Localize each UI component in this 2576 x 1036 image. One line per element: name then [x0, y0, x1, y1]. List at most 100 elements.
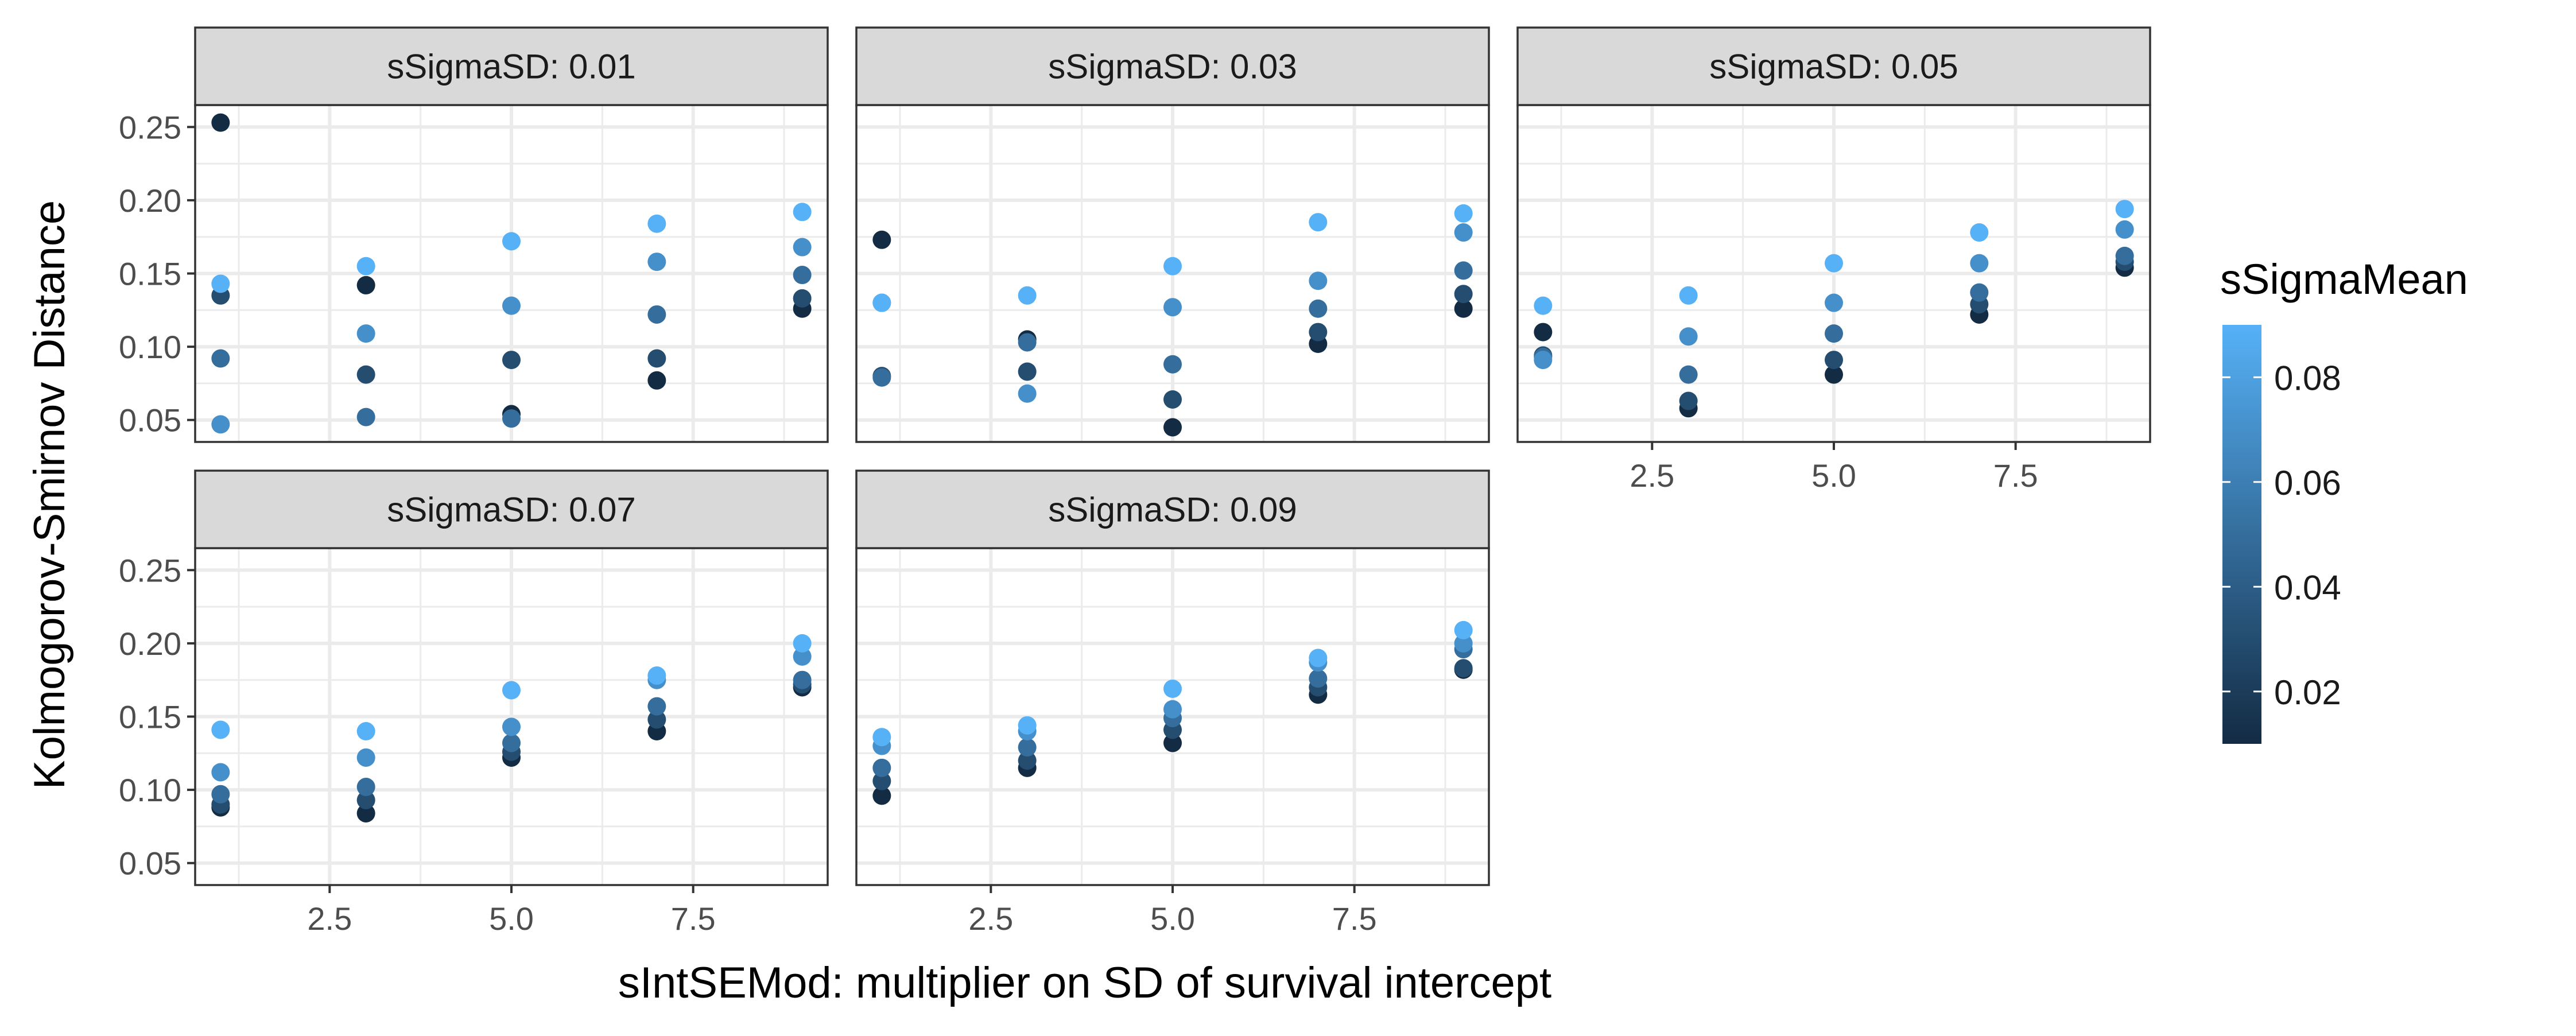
data-point	[872, 758, 891, 777]
y-axis-title: Kolmogorov-Smirnov Distance	[25, 200, 74, 789]
data-point	[647, 666, 666, 685]
data-point	[1454, 204, 1473, 223]
data-point	[1309, 649, 1328, 668]
data-point	[1825, 293, 1843, 312]
x-tick-label: 5.0	[1150, 901, 1195, 937]
x-tick-label: 7.5	[1332, 901, 1377, 937]
data-point	[356, 257, 375, 276]
data-point	[211, 720, 230, 739]
data-point	[1825, 365, 1843, 384]
data-point	[211, 113, 230, 132]
data-point	[211, 274, 230, 293]
facet-strip	[194, 470, 829, 549]
data-point	[1970, 283, 1989, 302]
data-point	[2115, 220, 2134, 239]
facet-strip-label: sSigmaSD: 0.05	[1709, 48, 1958, 86]
data-point	[1679, 391, 1698, 410]
data-point	[1163, 734, 1182, 752]
x-tick-label: 7.5	[1993, 457, 2038, 494]
legend-tick-label: 0.08	[2274, 359, 2341, 397]
facet-strip	[1516, 26, 2151, 106]
x-tick-label: 7.5	[671, 901, 716, 937]
data-point	[356, 748, 375, 767]
data-point	[1163, 700, 1182, 719]
data-point	[647, 371, 666, 390]
facet-strip	[855, 470, 1490, 549]
data-point	[647, 305, 666, 324]
data-point	[356, 778, 375, 797]
data-point	[872, 230, 891, 249]
data-point	[1309, 669, 1328, 688]
data-point	[1454, 634, 1473, 653]
x-tick-label: 5.0	[489, 901, 534, 937]
data-point	[793, 266, 812, 285]
facet-strip-label: sSigmaSD: 0.01	[387, 48, 636, 86]
data-point	[356, 408, 375, 426]
data-point	[2115, 200, 2134, 219]
data-point	[1454, 620, 1473, 639]
data-point	[1018, 286, 1037, 305]
data-point	[356, 790, 375, 809]
data-point	[1454, 285, 1473, 304]
data-point	[211, 415, 230, 434]
y-tick-label: 0.15	[119, 699, 181, 735]
data-point	[1163, 390, 1182, 409]
data-point	[1970, 254, 1989, 273]
facet-strip	[194, 26, 829, 106]
data-point	[1534, 351, 1553, 370]
data-point	[1454, 299, 1473, 318]
legend-tick-label: 0.02	[2274, 673, 2341, 712]
data-point	[502, 296, 521, 315]
data-point	[502, 351, 521, 370]
y-tick-label: 0.20	[119, 626, 181, 662]
data-point	[793, 289, 812, 308]
data-point	[1163, 257, 1182, 276]
data-point	[1018, 751, 1037, 770]
data-point	[1679, 327, 1698, 346]
data-point	[356, 324, 375, 343]
data-point	[356, 365, 375, 384]
x-tick-label: 2.5	[1630, 457, 1674, 494]
data-point	[1679, 365, 1698, 384]
data-point	[211, 349, 230, 368]
data-point	[793, 647, 812, 666]
data-point	[647, 253, 666, 271]
data-point	[1825, 351, 1843, 370]
x-tick-label: 2.5	[968, 901, 1013, 937]
legend-title: sSigmaMean	[2220, 255, 2468, 303]
data-point	[647, 710, 666, 729]
data-point	[1309, 323, 1328, 342]
data-point	[502, 409, 521, 428]
data-point	[1970, 223, 1989, 242]
data-point	[872, 728, 891, 747]
data-point	[872, 786, 891, 805]
data-point	[356, 722, 375, 741]
data-point	[1679, 286, 1698, 305]
facet-strip-label: sSigmaSD: 0.09	[1048, 491, 1297, 529]
y-tick-label: 0.10	[119, 329, 181, 365]
facet-strip-label: sSigmaSD: 0.07	[387, 491, 636, 529]
data-point	[502, 681, 521, 700]
legend-colorbar	[2222, 325, 2261, 744]
data-point	[872, 771, 891, 790]
data-point	[1163, 298, 1182, 317]
data-point	[1454, 659, 1473, 678]
data-point	[1163, 418, 1182, 437]
data-point	[356, 276, 375, 294]
data-point	[1534, 323, 1553, 342]
data-point	[793, 670, 812, 689]
data-point	[1018, 333, 1037, 352]
data-point	[211, 763, 230, 782]
data-point	[1454, 261, 1473, 280]
y-tick-label: 0.25	[119, 109, 181, 145]
data-point	[356, 804, 375, 822]
y-tick-label: 0.05	[119, 402, 181, 439]
data-point	[1825, 324, 1843, 343]
data-point	[872, 293, 891, 312]
y-tick-label: 0.15	[119, 256, 181, 292]
data-point	[1163, 680, 1182, 699]
data-point	[2115, 246, 2134, 265]
x-tick-label: 2.5	[307, 901, 352, 937]
